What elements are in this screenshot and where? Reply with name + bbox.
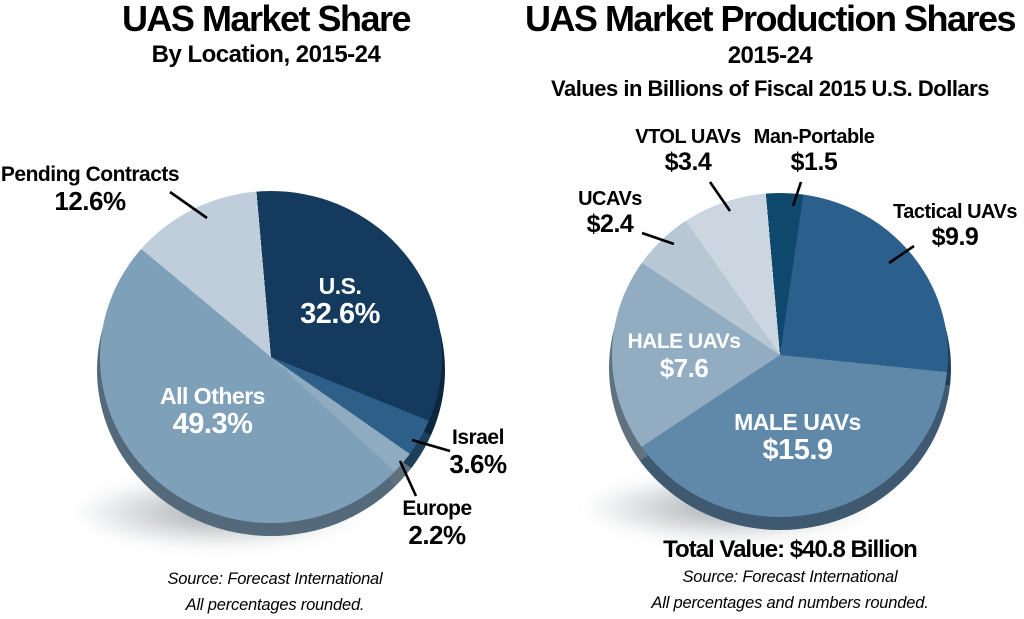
europe-name: Europe: [402, 497, 472, 520]
vtol-uavs-value: $3.4: [664, 147, 712, 176]
label-all-others: All Others 49.3%: [135, 384, 290, 440]
label-us: U.S. 32.6%: [270, 274, 410, 330]
right-chart-total: Total Value: $40.8 Billion: [663, 536, 918, 563]
left-source-line2: All percentages rounded.: [185, 596, 365, 615]
pending-contracts-value: 12.6%: [54, 185, 126, 216]
label-tactical-uavs: Tactical UAVs $9.9: [886, 201, 1024, 251]
man-portable-value: $1.5: [790, 147, 838, 176]
ucavs-name: UCAVs: [578, 188, 642, 210]
israel-value: 3.6%: [449, 448, 507, 479]
tactical-uavs-value: $9.9: [931, 222, 979, 251]
europe-value: 2.2%: [408, 519, 466, 550]
label-male-uavs: MALE UAVs $15.9: [720, 410, 875, 466]
left-chart-subtitle: By Location, 2015-24: [151, 41, 381, 68]
label-hale-uavs: HALE UAVs $7.6: [612, 330, 756, 383]
tactical-uavs-name: Tactical UAVs: [893, 201, 1017, 223]
right-chart-note: Values in Billions of Fiscal 2015 U.S. D…: [551, 76, 989, 101]
label-man-portable: Man-Portable $1.5: [748, 126, 880, 176]
left-chart-title: UAS Market Share: [121, 0, 412, 39]
left-source-line1: Source: Forecast International: [167, 570, 383, 588]
all-others-value: 49.3%: [172, 407, 253, 440]
man-portable-name: Man-Portable: [753, 126, 875, 148]
right-chart-subtitle: 2015-24: [727, 42, 813, 69]
ucavs-value: $2.4: [586, 209, 634, 238]
us-name: U.S.: [318, 273, 362, 299]
right-chart-source: Source: Forecast International All perce…: [630, 564, 950, 617]
label-ucavs: UCAVs $2.4: [558, 188, 662, 238]
left-chart-source: Source: Forecast International All perce…: [120, 566, 430, 619]
left-pie: [100, 191, 442, 523]
right-chart-title: UAS Market Production Shares: [524, 0, 1017, 39]
vtol-uavs-name: VTOL UAVs: [635, 126, 741, 148]
us-value: 32.6%: [300, 297, 380, 330]
label-pending-contracts: Pending Contracts 12.6%: [0, 163, 185, 216]
israel-name: Israel: [452, 426, 504, 449]
hale-uavs-name: HALE UAVs: [627, 330, 741, 353]
label-israel: Israel 3.6%: [428, 426, 528, 479]
all-others-name: All Others: [160, 383, 265, 409]
male-uavs-name: MALE UAVs: [734, 409, 861, 435]
label-europe: Europe 2.2%: [378, 497, 496, 550]
right-source-line1: Source: Forecast International: [682, 568, 898, 586]
pending-contracts-name: Pending Contracts: [0, 163, 180, 186]
label-vtol-uavs: VTOL UAVs $3.4: [627, 126, 749, 176]
hale-uavs-value: $7.6: [659, 352, 709, 383]
right-source-line2: All percentages and numbers rounded.: [651, 594, 929, 613]
male-uavs-value: $15.9: [762, 433, 833, 466]
